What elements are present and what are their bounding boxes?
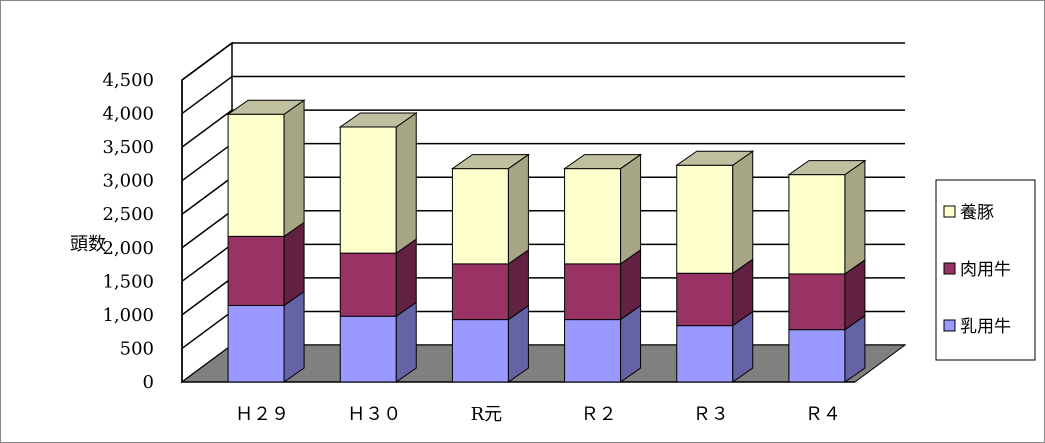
y-tick-label: 3,000 [102, 171, 154, 192]
bar-stack-0 [226, 99, 306, 383]
bar-segment-side [732, 150, 754, 275]
bar-top [338, 112, 418, 128]
y-tick-label: 4,000 [102, 104, 154, 125]
bar-segment [227, 113, 285, 237]
bar-segment-side [283, 99, 305, 238]
x-tick-label: R元 [471, 404, 503, 425]
gridline-diagonal [181, 109, 233, 148]
bar-segment [451, 168, 509, 265]
x-tick-label: Ｈ３０ [347, 404, 401, 425]
bar-segment [564, 168, 622, 265]
bar-segment [788, 273, 846, 331]
bar-segment [788, 174, 846, 275]
bar-stack-4 [675, 150, 755, 383]
legend-swatch [943, 262, 956, 275]
legend-label: 肉用牛 [960, 260, 1011, 280]
y-tick-label: 1,000 [102, 305, 154, 326]
bar-segment [227, 235, 285, 306]
x-tick-labels: Ｈ２９ Ｈ３０ R元 Ｒ２ Ｒ３ Ｒ４ [235, 404, 841, 425]
y-tick-label: 4,500 [102, 70, 154, 91]
x-tick-label: Ｒ３ [693, 404, 729, 425]
x-tick-label: Ｈ２９ [235, 404, 289, 425]
bar-segment [451, 319, 509, 383]
bar-segment-side [844, 159, 866, 275]
bar-top [226, 99, 306, 115]
bar-segment-side [283, 290, 305, 383]
bar-segment-side [620, 153, 642, 265]
bar-segment-side [507, 153, 529, 265]
y-tick-labels: 0 500 1,000 1,500 2,000 2,500 3,000 3,500 4,000 4… [102, 70, 154, 393]
bar-stack-3 [562, 153, 643, 383]
bar-top [675, 150, 755, 166]
legend-swatch [943, 205, 956, 218]
x-tick-label: Ｒ２ [581, 404, 617, 425]
bar-top [562, 154, 643, 170]
gridline-diagonal [181, 210, 233, 249]
bar-segment [676, 272, 734, 327]
y-axis-title: 頭数 [70, 234, 106, 255]
axes [181, 80, 855, 383]
y-tick-label: 3,500 [102, 137, 154, 158]
bar-segment [676, 164, 734, 274]
gridline-diagonal [181, 310, 233, 350]
legend-label: 養豚 [960, 203, 994, 223]
side-wall [181, 41, 233, 384]
gridline-diagonal [181, 277, 233, 316]
bar-segment-side [395, 112, 417, 255]
y-tick-label: 0 [143, 372, 154, 393]
legend-label: 乳用牛 [960, 317, 1011, 337]
bar-segment [788, 329, 846, 383]
gridline-diagonal [181, 75, 233, 115]
bar-segment [564, 319, 622, 383]
bar-segment [339, 126, 397, 254]
gridline-diagonal [181, 176, 233, 215]
y-tick-label: 2,500 [102, 204, 154, 225]
bar-top [450, 154, 531, 170]
y-tick-label: 2,000 [102, 238, 154, 259]
y-tick-label: 1,500 [102, 271, 154, 292]
gridline-diagonal [181, 243, 233, 282]
bar-segment [564, 263, 622, 321]
y-tick-label: 500 [120, 338, 154, 359]
bar-top [787, 160, 867, 176]
bar-segment [227, 304, 285, 383]
bar-segment [676, 325, 734, 383]
bar-segment [339, 315, 397, 383]
gridline-diagonal [181, 42, 233, 81]
legend-swatch [943, 319, 956, 332]
bars [226, 99, 867, 383]
bar-segment [339, 252, 397, 317]
x-tick-label: Ｒ４ [805, 404, 841, 425]
bar-segment [451, 263, 509, 321]
bar-stack-1 [338, 112, 418, 383]
chart-walls [181, 41, 233, 384]
bar-stack-2 [450, 153, 531, 383]
gridline-diagonal [181, 143, 233, 182]
bar-stack-5 [787, 159, 867, 383]
